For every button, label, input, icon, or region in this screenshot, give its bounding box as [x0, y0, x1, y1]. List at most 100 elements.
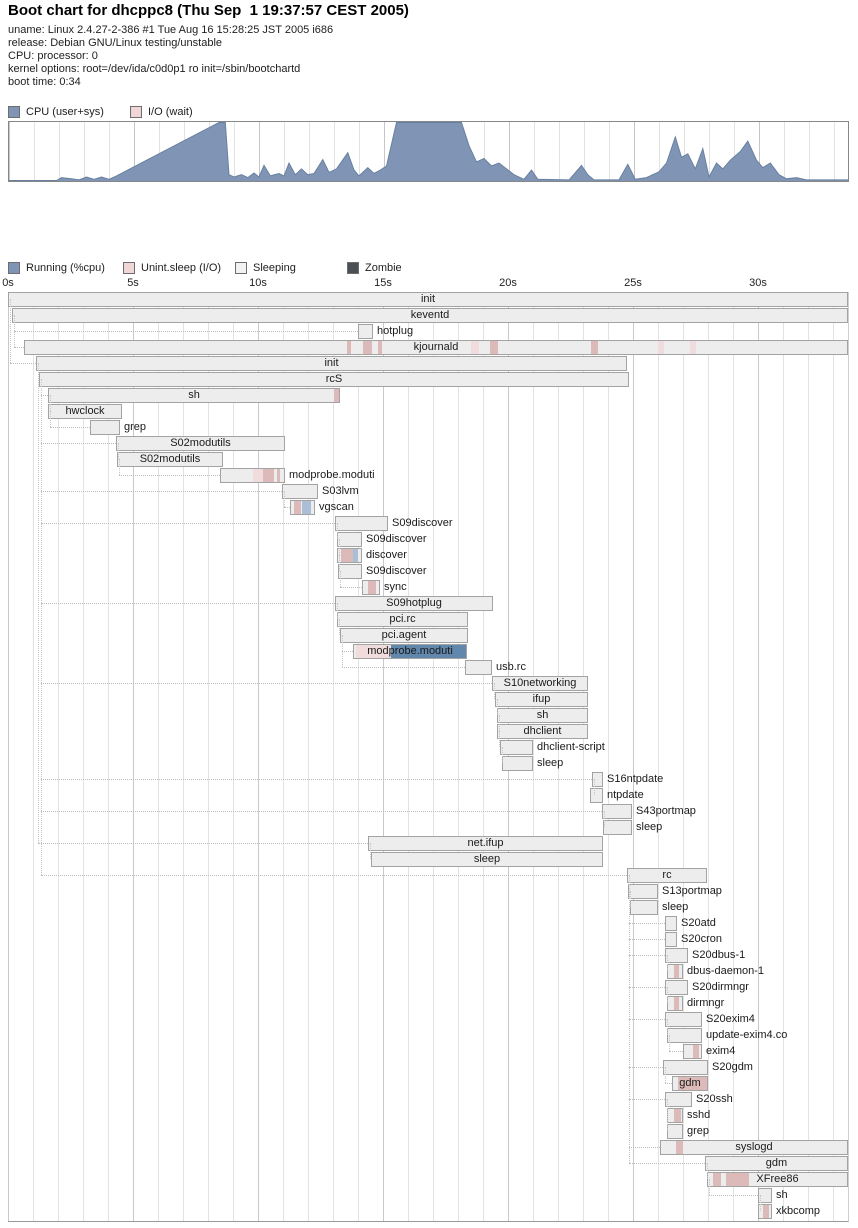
process-bar — [116, 436, 285, 451]
process-tree-connector-v — [497, 699, 498, 715]
legend-swatch-icon — [123, 262, 135, 274]
process-label: ntpdate — [607, 789, 644, 801]
process-tree-connector-v — [499, 731, 500, 747]
io-wait-segment — [294, 501, 301, 514]
process-bar — [465, 660, 492, 675]
process-bar — [602, 804, 632, 819]
process-label: kjournald — [413, 341, 459, 353]
process-bar — [667, 1108, 683, 1123]
process-tree-connector-v — [629, 875, 630, 1163]
process-bar — [627, 868, 707, 883]
io-wait-segment — [678, 1077, 707, 1090]
cpu-segment — [391, 645, 466, 658]
legend-swatch-icon — [8, 262, 20, 274]
legend-label: Sleeping — [253, 262, 296, 274]
tick-label: 10s — [249, 277, 267, 289]
process-tree-connector-v — [494, 683, 495, 699]
legend-item: I/O (wait) — [130, 106, 193, 118]
process-bar — [628, 884, 658, 899]
io-wait-segment — [674, 1109, 681, 1122]
process-tree-connector-v — [118, 443, 119, 459]
process-bar — [24, 340, 848, 355]
process-tree-connector-h — [41, 811, 602, 812]
process-bar — [337, 548, 362, 563]
process-tree-connector-h — [629, 1067, 663, 1068]
system-info: uname: Linux 2.4.27-2-386 #1 Tue Aug 16 … — [8, 24, 333, 89]
process-tree-connector-h — [629, 1163, 705, 1164]
process-tree-connector-h — [14, 347, 24, 348]
process-label: keventd — [410, 309, 450, 321]
process-bar — [495, 692, 588, 707]
process-tree-connector-v — [630, 891, 631, 907]
process-bar — [220, 468, 285, 483]
io-wait-segment — [763, 1205, 769, 1218]
legend-swatch-icon — [130, 106, 142, 118]
process-label: pci.rc — [389, 613, 416, 625]
process-label: S20ssh — [696, 1093, 733, 1105]
process-bar — [492, 676, 588, 691]
process-tree-connector-v — [340, 571, 341, 587]
legend-label: Running (%cpu) — [26, 262, 105, 274]
io-wait-segment — [253, 469, 263, 482]
process-tree-connector-v — [667, 1019, 668, 1035]
process-tree-connector-v — [50, 395, 51, 411]
process-bar — [707, 1172, 848, 1187]
process-tree-connector-h — [340, 587, 362, 588]
legend-swatch-icon — [8, 106, 20, 118]
process-bar — [758, 1188, 772, 1203]
info-line: release: Debian GNU/Linux testing/unstab… — [8, 37, 223, 49]
process-bar — [117, 452, 223, 467]
process-label: sshd — [687, 1109, 711, 1121]
process-bar — [590, 788, 603, 803]
io-wait-segment — [363, 341, 372, 354]
process-tree-connector-h — [629, 1019, 665, 1020]
process-label: S20cron — [681, 933, 722, 945]
legend-item: Running (%cpu) — [8, 262, 105, 274]
process-label: sh — [188, 389, 200, 401]
process-tree-connector-h — [342, 667, 465, 668]
process-label: ifup — [532, 693, 551, 705]
process-tree-connector-h — [629, 955, 665, 956]
process-bar — [337, 532, 362, 547]
process-tree-connector-h — [10, 363, 36, 364]
process-bar — [667, 964, 683, 979]
process-label: syslogd — [735, 1141, 773, 1153]
process-bar — [592, 772, 603, 787]
process-bar — [337, 612, 468, 627]
process-label: S02modutils — [170, 437, 231, 449]
info-line: CPU: processor: 0 — [8, 50, 98, 62]
process-tree-connector-h — [38, 843, 368, 844]
process-tree-connector-v — [667, 955, 668, 971]
process-label: S16ntpdate — [607, 773, 664, 785]
info-line: kernel options: root=/dev/ida/c0d0p1 ro … — [8, 63, 301, 75]
io-wait-segment — [674, 997, 679, 1010]
process-label: S43portmap — [636, 805, 696, 817]
io-wait-segment — [334, 389, 339, 402]
process-bar — [340, 628, 468, 643]
page-title: Boot chart for dhcppc8 (Thu Sep 1 19:37:… — [8, 2, 409, 19]
process-tree-connector-h — [41, 875, 627, 876]
process-bar — [353, 644, 467, 659]
process-label: S09hotplug — [386, 597, 442, 609]
process-bar — [502, 756, 533, 771]
process-label: xkbcomp — [776, 1205, 821, 1217]
legend-label: CPU (user+sys) — [26, 106, 104, 118]
process-tree-connector-h — [41, 603, 335, 604]
process-label: dhclient — [523, 725, 562, 737]
process-tree-connector-h — [709, 1195, 758, 1196]
legend-swatch-icon — [235, 262, 247, 274]
process-tree-connector-v — [667, 1099, 668, 1131]
io-wait-segment — [693, 1045, 699, 1058]
process-label: net.ifup — [467, 837, 504, 849]
process-tree-connector-v — [594, 779, 595, 795]
process-label: usb.rc — [496, 661, 526, 673]
process-tree-connector-h — [41, 683, 492, 684]
process-tree-connector-h — [629, 923, 665, 924]
process-bar — [362, 580, 380, 595]
io-wait-segment — [277, 469, 280, 482]
process-bar — [358, 324, 373, 339]
process-label: sleep — [537, 757, 564, 769]
io-wait-segment — [726, 1173, 749, 1186]
process-label: gdm — [765, 1157, 788, 1169]
process-tree-connector-v — [38, 363, 39, 843]
